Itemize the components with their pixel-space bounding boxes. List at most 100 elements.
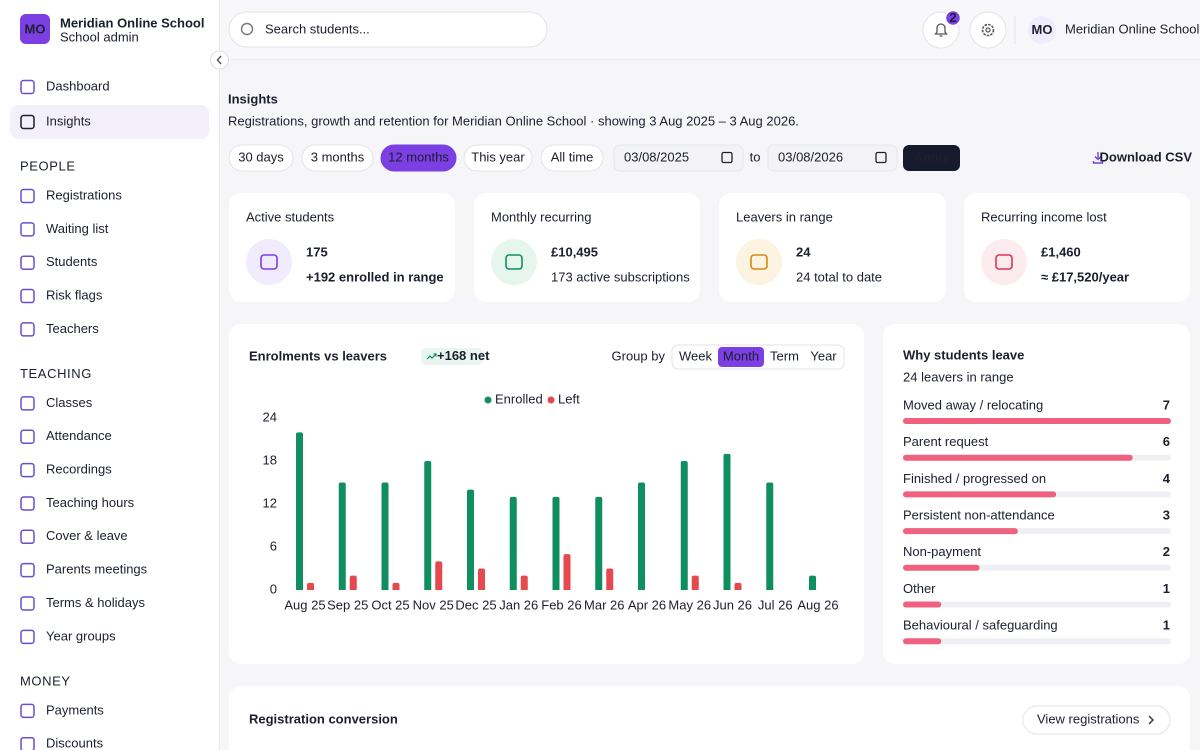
nav-icon — [20, 703, 35, 719]
range-pill[interactable] — [380, 144, 457, 172]
nav-icon — [20, 736, 35, 750]
reason-value: 3 — [1163, 508, 1170, 523]
nav-section-title: PEOPLE — [20, 158, 76, 173]
apply-button[interactable] — [903, 145, 960, 171]
nav-item[interactable]: Risk flags — [46, 287, 103, 302]
range-pill[interactable] — [228, 144, 294, 172]
chart-title: Enrolments vs leavers — [249, 348, 387, 363]
nav-item[interactable]: Discounts — [46, 736, 104, 750]
bar — [435, 561, 443, 590]
settings-button[interactable] — [969, 11, 1007, 49]
reason-value: 7 — [1163, 397, 1170, 412]
nav-item[interactable]: Terms & holidays — [46, 595, 145, 610]
nav-item[interactable]: Waiting list — [46, 221, 109, 236]
nav-item-active[interactable] — [10, 105, 209, 139]
range-pill[interactable] — [301, 144, 374, 172]
range-pill[interactable] — [540, 144, 604, 172]
search-icon — [240, 22, 254, 36]
view-registrations-label[interactable]: View registrations — [1037, 711, 1140, 726]
notifications-count: 2 — [949, 10, 956, 25]
nav-section-title: TEACHING — [20, 366, 92, 381]
nav-item[interactable]: Teaching hours — [46, 495, 135, 510]
nav-item[interactable]: Registrations — [46, 187, 122, 202]
group-by-option[interactable]: Month — [723, 348, 759, 363]
nav-item[interactable]: Classes — [46, 395, 93, 410]
bar — [691, 575, 699, 590]
net-badge — [421, 348, 483, 365]
reason-label: Persistent non-attendance — [903, 508, 1055, 523]
reason-track — [903, 638, 1171, 645]
collapse-button[interactable] — [210, 50, 229, 70]
range-pill-label[interactable]: 30 days — [238, 149, 284, 164]
reason-value: 1 — [1163, 618, 1170, 633]
range-pill-label[interactable]: All time — [551, 149, 594, 164]
kpi-icon — [750, 254, 768, 270]
chevron-icon — [1148, 715, 1154, 725]
x-tick-label: Nov 25 — [413, 597, 454, 612]
kpi-icon-bg — [246, 239, 292, 285]
x-tick-label: Jun 26 — [713, 597, 752, 612]
nav-icon — [20, 462, 35, 478]
download-link[interactable]: Download CSV — [1100, 149, 1193, 164]
bar — [296, 432, 303, 590]
nav-item[interactable]: Attendance — [46, 428, 112, 443]
nav-item[interactable]: Payments — [46, 702, 104, 717]
range-pill-label[interactable]: 12 months — [388, 149, 449, 164]
group-by-active[interactable] — [718, 347, 764, 367]
reason-label: Non-payment — [903, 544, 981, 559]
nav-item[interactable]: Recordings — [46, 462, 112, 477]
range-pill-label[interactable]: This year — [471, 149, 525, 164]
school-name: Meridian Online School — [60, 15, 204, 30]
user-avatar[interactable] — [1028, 16, 1056, 44]
nav-icon — [20, 188, 35, 204]
range-pill[interactable] — [463, 144, 533, 172]
reason-bar — [903, 564, 980, 571]
conversion-title: Registration conversion — [249, 711, 398, 726]
kpi-icon-bg — [981, 239, 1027, 285]
x-tick-label: Jan 26 — [499, 597, 538, 612]
kpi-label: Leavers in range — [736, 209, 833, 224]
bar — [734, 582, 742, 590]
nav-icon — [20, 222, 35, 237]
date-input[interactable] — [613, 144, 744, 172]
nav-icon — [20, 529, 35, 545]
kpi-value: 175 — [306, 244, 328, 259]
x-tick-label: Sep 25 — [327, 597, 368, 612]
bar — [638, 482, 645, 590]
kpi-note: +192 enrolled in range — [306, 269, 444, 284]
kpi-icon — [260, 254, 278, 270]
view-registrations-button[interactable] — [1022, 705, 1171, 735]
group-by-option[interactable]: Week — [679, 348, 712, 363]
nav-icon — [20, 114, 35, 130]
school-avatar-text: MO — [25, 21, 46, 36]
apply-label[interactable]: Apply — [913, 149, 950, 164]
group-by-option[interactable]: Year — [810, 348, 837, 363]
nav-item[interactable]: Cover & leave — [46, 528, 128, 543]
nav-item[interactable]: Teachers — [46, 321, 99, 336]
nav-item[interactable]: Insights — [46, 113, 91, 128]
legend-dot — [484, 396, 492, 404]
group-by-option[interactable]: Term — [770, 348, 799, 363]
kpi-value: 24 — [796, 244, 811, 259]
range-pill-label[interactable]: 3 months — [311, 149, 365, 164]
nav-item[interactable]: Year groups — [46, 628, 116, 643]
x-tick-label: Oct 25 — [371, 597, 409, 612]
y-tick-label: 0 — [270, 581, 277, 596]
bar — [552, 496, 560, 590]
date-input[interactable] — [767, 144, 898, 172]
bar — [424, 461, 432, 590]
nav-item[interactable]: Students — [46, 254, 98, 269]
search-box[interactable] — [228, 11, 548, 48]
x-tick-label: Jul 26 — [758, 597, 793, 612]
date-value: 03/08/2025 — [624, 149, 689, 164]
bar — [809, 575, 816, 590]
reasons-title: Why students leave — [903, 347, 1024, 362]
nav-item[interactable]: Parents meetings — [46, 562, 148, 577]
nav-icon — [20, 79, 35, 95]
kpi-icon — [505, 254, 523, 270]
nav-icon — [20, 396, 35, 411]
school-role: School admin — [60, 29, 139, 44]
x-tick-label: Mar 26 — [584, 597, 624, 612]
nav-item[interactable]: Dashboard — [46, 78, 110, 93]
